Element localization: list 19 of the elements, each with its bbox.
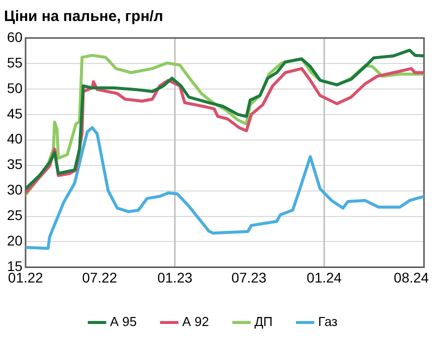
y-tick-label: 25 [6,207,23,224]
x-tick-label: 01.24 [306,269,342,286]
y-tick-label: 35 [6,156,23,172]
y-tick-label: 20 [6,232,23,249]
legend-label: А 95 [110,314,137,330]
y-tick-label: 45 [6,105,23,122]
legend-label: А 92 [182,314,209,330]
y-tick-label: 55 [6,54,23,70]
chart-title: Ціни на пальне, грн/л [4,8,164,26]
y-tick-label: 30 [6,182,23,198]
y-tick-label: 40 [6,130,23,147]
legend-label: ДП [254,314,273,330]
legend-label: Газ [318,314,338,330]
x-tick-label: 08.24 [394,269,430,286]
x-tick-label: 01.23 [157,269,193,286]
x-tick-label: 07.22 [82,269,118,286]
x-tick-label: 07.23 [231,269,267,286]
y-tick-label: 50 [6,80,23,96]
y-tick-label: 60 [6,28,23,45]
